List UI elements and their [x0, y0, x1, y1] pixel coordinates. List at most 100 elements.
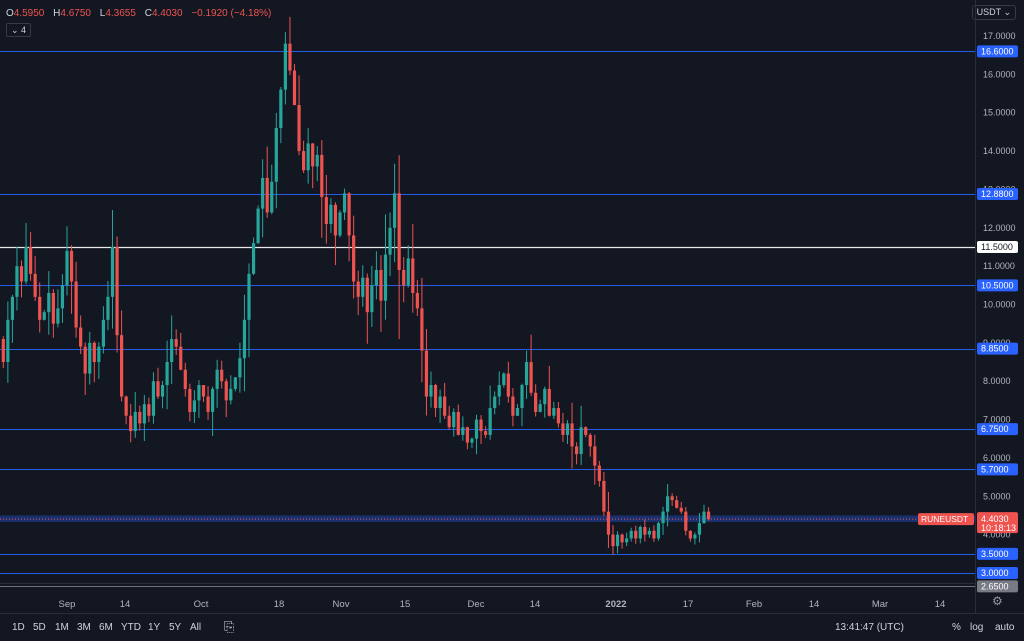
x-tick-label: Dec	[468, 599, 485, 610]
candle-body	[188, 388, 192, 412]
candle-body	[656, 523, 661, 539]
candle-body	[433, 385, 438, 409]
candle-body	[10, 296, 14, 320]
candle-body	[274, 128, 278, 182]
range-6m-button[interactable]: 6M	[99, 622, 113, 633]
x-tick-label: 15	[400, 599, 411, 610]
candle-body	[597, 465, 601, 481]
candle-body	[675, 500, 679, 508]
candle-body	[211, 388, 215, 412]
candle-body	[620, 534, 624, 543]
range-all-button[interactable]: All	[190, 622, 202, 633]
timezone-clock[interactable]: 13:41:47 (UTC)	[835, 622, 904, 633]
level-price-tag	[977, 279, 1018, 292]
indicators-toggle-button[interactable]: ⌄ 4	[6, 23, 32, 37]
candle-body	[524, 362, 529, 386]
candle-body	[388, 227, 392, 255]
candle-body	[220, 369, 224, 382]
candle-body	[292, 70, 297, 106]
candle-body	[283, 43, 287, 90]
candle-body	[242, 319, 247, 359]
bottom-toolbar: 1D 5D 1M 3M 6M YTD 1Y 5Y All ⎘ 13:41:47 …	[0, 613, 1024, 641]
candle-body	[629, 530, 633, 539]
candle-body	[197, 385, 201, 401]
candle-body	[502, 373, 506, 386]
range-ytd-button[interactable]: YTD	[121, 622, 141, 633]
candle-body	[670, 496, 674, 501]
candle-body	[415, 292, 419, 309]
currency-button[interactable]: USDT ⌄	[971, 5, 1016, 20]
percent-toggle[interactable]: %	[952, 622, 961, 633]
candle-body	[370, 285, 374, 313]
candle-body	[165, 362, 169, 386]
range-5d-button[interactable]: 5D	[33, 622, 46, 633]
candle-body	[15, 266, 19, 297]
candle-body	[74, 281, 78, 328]
high-value: 4.6750	[60, 8, 91, 19]
candle-body	[115, 246, 119, 336]
x-tick-label: 18	[274, 599, 285, 610]
level-price-label: 11.5000	[981, 242, 1013, 252]
candle-body	[443, 396, 447, 416]
candle-body	[42, 312, 46, 320]
candle-body	[6, 319, 10, 363]
candle-body	[643, 526, 647, 535]
log-toggle[interactable]: log	[970, 622, 984, 633]
goto-date-icon[interactable]: ⎘	[224, 619, 235, 634]
candle-body	[411, 258, 415, 293]
x-tick-label: Sep	[59, 599, 76, 610]
settings-gear-icon[interactable]: ⚙	[992, 594, 1003, 608]
candle-body	[160, 385, 165, 397]
candle-body	[579, 427, 583, 455]
candle-body	[511, 396, 515, 416]
range-5y-button[interactable]: 5Y	[169, 622, 182, 633]
candle-body	[106, 296, 110, 320]
candle-body	[110, 246, 115, 297]
candle-body	[147, 404, 151, 416]
candle-body	[265, 177, 269, 213]
level-price-label: 3.0000	[981, 568, 1009, 578]
candle-body	[206, 396, 210, 412]
candle-body	[83, 346, 87, 374]
candle-body	[201, 385, 206, 397]
level-price-tag	[977, 580, 1018, 593]
candle-body	[538, 404, 542, 412]
range-1y-button[interactable]: 1Y	[148, 622, 161, 633]
x-tick-label: 14	[530, 599, 541, 610]
candle-body	[183, 369, 187, 389]
candle-body	[506, 373, 510, 397]
candle-body	[534, 392, 538, 412]
candle-body	[693, 534, 697, 539]
candle-body	[306, 143, 310, 171]
x-tick-label: 2022	[605, 599, 626, 610]
change-value: −0.1920 (−4.18%)	[191, 8, 272, 19]
auto-toggle[interactable]: auto	[995, 622, 1015, 633]
y-tick-label: 12.0000	[983, 223, 1016, 233]
range-1d-button[interactable]: 1D	[12, 622, 25, 633]
candle-body	[247, 273, 251, 320]
range-1m-button[interactable]: 1M	[55, 622, 69, 633]
candle-body	[288, 43, 292, 71]
candle-body	[702, 511, 706, 524]
x-tick-label: 17	[683, 599, 694, 610]
candle-body	[60, 285, 65, 309]
range-3m-button[interactable]: 3M	[77, 622, 91, 633]
candle-body	[575, 446, 579, 455]
candle-body	[452, 411, 456, 428]
y-tick-label: 16.0000	[983, 69, 1016, 79]
level-price-label: 3.5000	[981, 549, 1009, 559]
candle-body	[474, 419, 479, 439]
open-value: 4.5950	[13, 8, 45, 19]
candle-body	[224, 381, 228, 401]
candle-body	[606, 511, 611, 535]
candle-body	[652, 530, 656, 539]
candle-body	[69, 250, 74, 282]
price-chart[interactable]: 3.50004.00005.00006.00007.00008.00009.00…	[0, 0, 1024, 613]
candle-body	[92, 342, 96, 363]
y-tick-label: 7.0000	[983, 415, 1011, 425]
candle-body	[192, 400, 196, 412]
level-price-label: 16.6000	[981, 46, 1014, 56]
countdown-label: 10:18:13	[981, 523, 1016, 533]
candle-body	[324, 197, 328, 224]
candle-body	[133, 411, 137, 432]
